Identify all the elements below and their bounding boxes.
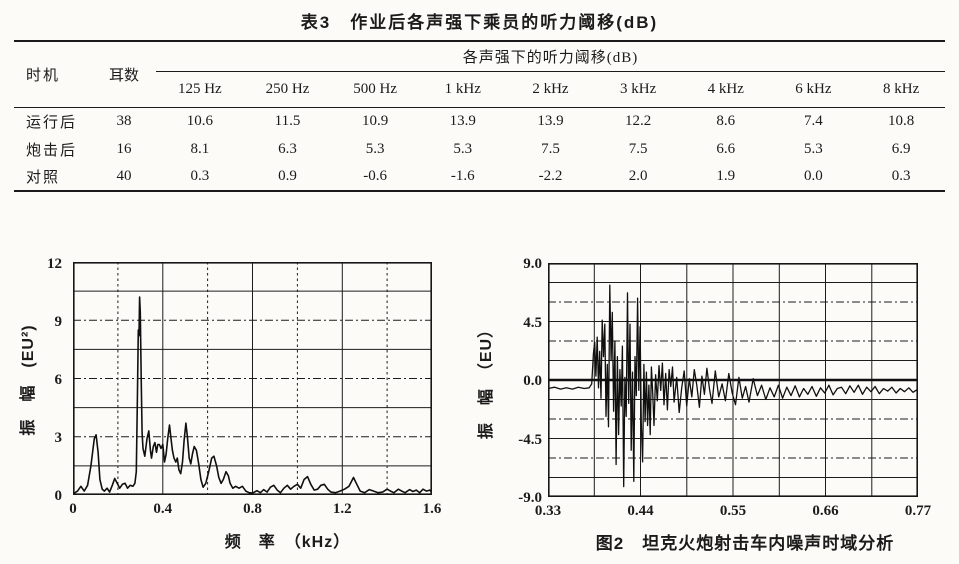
table-cell: 6.6 <box>716 140 736 157</box>
table-cell: 8.1 <box>190 140 210 157</box>
y-tick-label: -9.0 <box>518 490 542 506</box>
table-cell: 40 <box>116 168 132 184</box>
table-cell: -1.6 <box>450 168 475 184</box>
y-tick-label: 6 <box>54 372 63 388</box>
table-cell: 0.3 <box>891 168 911 184</box>
row-label: 对照 <box>26 170 61 186</box>
table-cell: 10.6 <box>186 112 213 129</box>
table-cell: 10.9 <box>362 112 389 129</box>
y-tick-label: 0.0 <box>523 373 542 389</box>
column-header-500hz: 500 Hz <box>331 71 419 108</box>
column-header-2khz: 2 kHz <box>506 71 595 108</box>
time-domain-plot-area <box>548 263 918 497</box>
table-title: 表3 作业后各声强下乘员的听力阈移(dB) <box>300 13 659 32</box>
y-tick-label: 4.5 <box>523 314 542 331</box>
table-cell: 0.3 <box>190 168 210 184</box>
figure-caption: 图2 坦克火炮射击车内噪声时域分析 <box>595 534 895 553</box>
row-label: 运行后 <box>26 114 78 131</box>
x-tick-label: 1.6 <box>422 501 442 517</box>
spectrum-y-axis-title: 振 幅 (EU²) <box>20 324 37 436</box>
x-tick-label: 1.2 <box>332 501 352 517</box>
x-tick-label: 0.44 <box>627 503 654 519</box>
x-tick-label: 0.55 <box>719 503 747 519</box>
table-cell: 2.0 <box>628 168 648 184</box>
table-cell: 11.5 <box>274 112 301 129</box>
table-cell: 13.9 <box>449 112 476 129</box>
table-cell: 7.5 <box>628 140 648 157</box>
column-header-3khz: 3 kHz <box>594 71 682 108</box>
y-tick-label: 3 <box>54 430 63 446</box>
spectrum-plot-area <box>73 262 432 495</box>
table-cell: 10.8 <box>888 112 915 129</box>
y-tick-label: 9 <box>54 314 63 330</box>
table-header-row-2: 125 Hz 250 Hz 500 Hz 1 kHz 2 kHz 3 kHz 4… <box>14 71 945 108</box>
y-tick-label: 12 <box>47 256 62 272</box>
table-cell: 5.3 <box>453 140 473 157</box>
table-cell: -0.6 <box>363 168 388 184</box>
table-cell: 13.9 <box>537 112 564 129</box>
spectrum-x-axis-title: 频 率 （kHz） <box>224 534 351 551</box>
column-header-span: 各声强下的听力阈移(dB) <box>156 41 945 72</box>
table-cell: 5.3 <box>365 140 385 157</box>
y-tick-label: 0 <box>54 488 63 504</box>
column-header-ears: 耳数 <box>92 41 156 108</box>
x-tick-label: 0.66 <box>812 503 839 519</box>
table-header-row-1: 时机 耳数 各声强下的听力阈移(dB) <box>14 41 945 108</box>
x-tick-label: 0 <box>69 501 77 517</box>
table-cell: 7.4 <box>804 112 823 129</box>
y-tick-label: 9.0 <box>523 256 542 272</box>
column-header-4khz: 4 kHz <box>681 71 770 108</box>
table-cell: 38 <box>116 112 132 129</box>
table-cell: 0.9 <box>278 168 297 184</box>
table-row: 对照 40 0.3 0.9 -0.6 -1.6 -2.2 2.0 1.9 0.0… <box>14 163 945 191</box>
time-domain-x-axis-ticks: 0.33 0.44 0.55 0.66 0.77 <box>524 503 942 519</box>
table-cell: 8.6 <box>716 112 736 129</box>
column-header-125hz: 125 Hz <box>156 71 244 108</box>
time-domain-y-axis-ticks: 9.0 4.5 0.0 -4.5 -9.0 <box>494 256 542 506</box>
column-header-6khz: 6 kHz <box>769 71 858 108</box>
x-tick-label: 0.33 <box>534 503 562 519</box>
table-cell: -2.2 <box>538 168 563 184</box>
x-tick-label: 0.4 <box>153 501 173 517</box>
spectrum-y-axis-ticks: 12 9 6 3 0 <box>28 256 62 504</box>
column-header-1khz: 1 kHz <box>418 71 507 108</box>
table-cell: 16 <box>116 140 132 157</box>
x-tick-label: 0.77 <box>904 503 932 519</box>
column-header-250hz: 250 Hz <box>243 71 332 108</box>
table-cell: 0.0 <box>804 168 823 184</box>
table-cell: 7.5 <box>541 140 560 157</box>
table-cell: 12.2 <box>624 112 652 129</box>
table-row: 炮击后 16 8.1 6.3 5.3 5.3 7.5 7.5 6.6 5.3 6… <box>14 135 945 163</box>
column-header-8khz: 8 kHz <box>857 71 945 108</box>
time-domain-y-axis-title: 振 幅 （EU） <box>478 320 495 440</box>
table-cell: 6.9 <box>891 140 911 157</box>
table-cell: 6.3 <box>278 140 297 157</box>
table-cell: 1.9 <box>716 168 736 184</box>
row-label: 炮击后 <box>26 142 78 159</box>
hearing-threshold-table: 时机 耳数 各声强下的听力阈移(dB) 125 Hz 250 Hz 500 Hz… <box>14 40 945 192</box>
spectrum-x-axis-ticks: 0 0.4 0.8 1.2 1.6 <box>53 501 452 517</box>
table-row: 运行后 38 10.6 11.5 10.9 13.9 13.9 12.2 8.6… <box>14 107 945 135</box>
table-cell: 5.3 <box>804 140 823 157</box>
x-tick-label: 0.8 <box>243 501 262 517</box>
column-header-timing: 时机 <box>14 41 92 108</box>
y-tick-label: -4.5 <box>518 431 542 448</box>
